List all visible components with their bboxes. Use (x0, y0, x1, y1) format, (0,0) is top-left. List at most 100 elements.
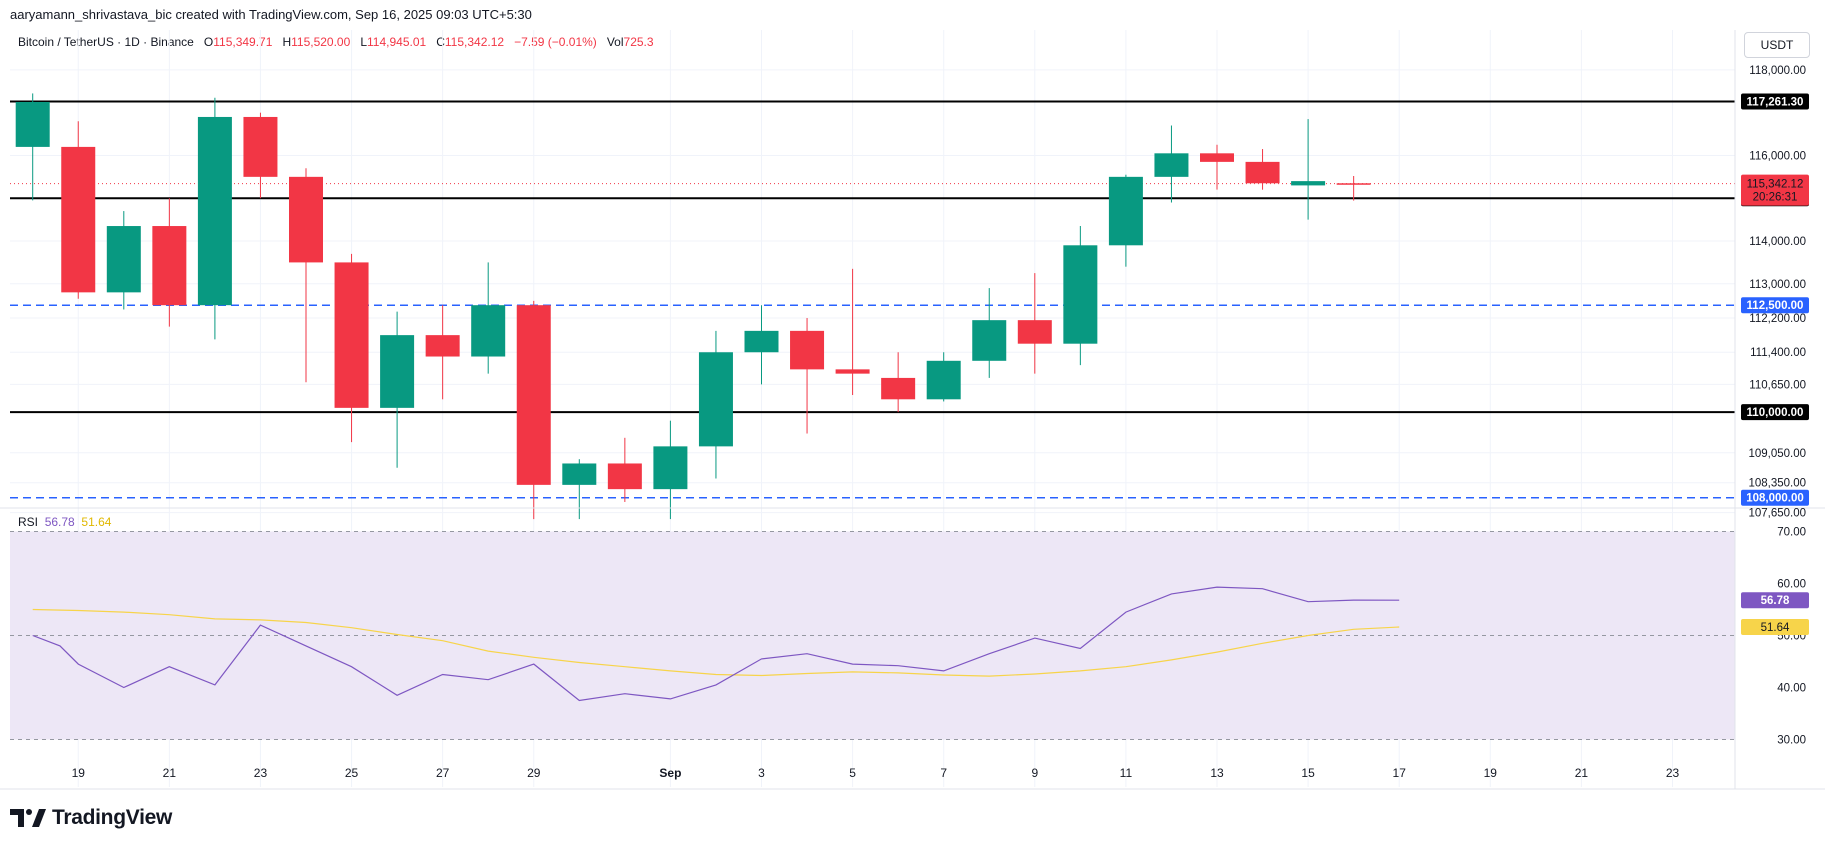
ohlc-legend: Bitcoin / TetherUS · 1D · Binance O 115,3… (18, 35, 654, 49)
chart-credit: aaryamann_shrivastava_bic created with T… (10, 7, 532, 22)
time-tick-label: 25 (345, 766, 359, 780)
candle-body (1108, 176, 1143, 246)
candle-body (744, 330, 779, 353)
rsi-value-badge[interactable]: 56.78 (1741, 592, 1809, 609)
candle-body (653, 446, 688, 490)
rsi-tick-label: 60.00 (1777, 579, 1806, 591)
rsi-tick-label: 40.00 (1777, 683, 1806, 695)
candle-body (152, 226, 187, 306)
rsi-title[interactable]: RSI (18, 515, 39, 529)
candle-body (1291, 181, 1326, 186)
rsi-tick-label: 30.00 (1777, 735, 1806, 747)
rsi-ma-value-badge-bg (1741, 618, 1809, 635)
level-badge-label: 117,261.30 (1747, 97, 1804, 109)
candle (425, 305, 460, 400)
candle-body (1017, 320, 1052, 344)
candle (516, 300, 551, 520)
time-tick-label: 9 (1031, 766, 1038, 780)
price-tick-label: 108,350.00 (1748, 478, 1806, 490)
high-label: H (282, 35, 292, 49)
currency-selector[interactable]: USDT (1744, 32, 1810, 58)
close-value: 115,342.12 (444, 35, 505, 49)
candle (61, 121, 96, 299)
level-price-badge[interactable]: 108,000.00 (1741, 489, 1809, 506)
candle-body (289, 176, 323, 263)
level-badge-bg (1741, 404, 1809, 421)
candle-body (425, 335, 460, 357)
time-tick-label: 5 (849, 766, 856, 780)
level-price-badge[interactable]: 112,500.00 (1741, 297, 1809, 314)
rsi-value-badge-bg (1741, 592, 1809, 609)
rsi-ma-value-label: 51.64 (1761, 622, 1790, 634)
candle (197, 97, 232, 340)
candle-body (516, 305, 551, 485)
candle (1291, 119, 1326, 220)
high-value: 115,520.00 (291, 35, 351, 49)
time-tick-label: 23 (254, 766, 268, 780)
candle-body (1200, 153, 1234, 162)
candle (744, 305, 779, 385)
tradingview-logo-icon (10, 809, 46, 827)
candle-body (106, 226, 141, 293)
candle (835, 268, 870, 396)
tradingview-logo[interactable]: TradingView (10, 806, 172, 830)
low-label: L (360, 35, 367, 49)
candle (1245, 149, 1280, 190)
price-tick-label: 112,200.00 (1749, 313, 1806, 325)
candle-body (471, 305, 506, 357)
rsi-ma-value-badge[interactable]: 51.64 (1741, 618, 1809, 635)
time-tick-label: 23 (1666, 766, 1680, 780)
change-value: −7.59 (−0.01%) (514, 35, 597, 49)
candle (243, 112, 278, 199)
candle-body (698, 352, 733, 447)
candle-body (562, 463, 597, 485)
candle-body (15, 101, 50, 147)
time-tick-label: 29 (527, 766, 541, 780)
level-badge-label: 112,500.00 (1747, 300, 1804, 312)
countdown-label: 20:26:31 (1753, 192, 1798, 204)
level-badge-label: 108,000.00 (1746, 493, 1804, 505)
time-tick-label: 19 (72, 766, 86, 780)
candle (380, 311, 415, 468)
candle-body (607, 463, 642, 490)
candle (289, 168, 323, 383)
level-price-badge[interactable]: 110,000.00 (1741, 404, 1809, 421)
rsi-ma-line (32, 608, 1400, 677)
candle-body (972, 320, 1007, 361)
candle-body (1154, 153, 1189, 177)
time-tick-label: 7 (940, 766, 947, 780)
price-tick-label: 113,000.00 (1749, 279, 1806, 291)
candles (15, 93, 1371, 520)
level-badge-bg (1741, 297, 1809, 314)
rsi-legend: RSI 56.78 51.64 (18, 515, 111, 529)
candle (698, 330, 733, 479)
rsi-tick-label: 70.00 (1777, 527, 1806, 539)
candle (653, 420, 688, 520)
rsi-band (10, 531, 1735, 740)
candle (334, 253, 369, 443)
candle-body (1063, 245, 1098, 344)
open-label: O (203, 35, 214, 49)
axes (0, 30, 1825, 790)
low-value: 114,945.01 (367, 35, 427, 49)
candle (607, 437, 642, 502)
candle (562, 459, 597, 520)
time-tick-label: 21 (1575, 766, 1589, 780)
chart-canvas[interactable]: 118,000.00 116,000.00 114,000.00 113,000.00… (0, 0, 1825, 800)
level-price-badge[interactable]: 117,261.30 (1741, 93, 1809, 110)
candle-body (197, 116, 232, 306)
time-tick-label: 21 (163, 766, 177, 780)
time-tick-label: 19 (1484, 766, 1498, 780)
candle (1154, 125, 1189, 203)
close-label: C (436, 35, 445, 49)
candle-body (380, 335, 415, 408)
rsi-background (10, 531, 1735, 740)
time-tick-label: 13 (1210, 766, 1224, 780)
rsi-line (32, 586, 1400, 702)
rsi-legend-value: 56.78 (44, 515, 75, 529)
candle (471, 262, 506, 374)
symbol-label[interactable]: Bitcoin / TetherUS · 1D · Binance (18, 35, 194, 49)
grid-lines (10, 30, 1735, 787)
candle (1017, 273, 1052, 374)
